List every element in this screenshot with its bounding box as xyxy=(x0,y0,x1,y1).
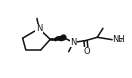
Text: N: N xyxy=(36,24,42,33)
Text: 2: 2 xyxy=(118,38,122,43)
Text: NH: NH xyxy=(112,35,125,44)
Text: O: O xyxy=(83,47,90,56)
Text: N: N xyxy=(70,38,76,47)
